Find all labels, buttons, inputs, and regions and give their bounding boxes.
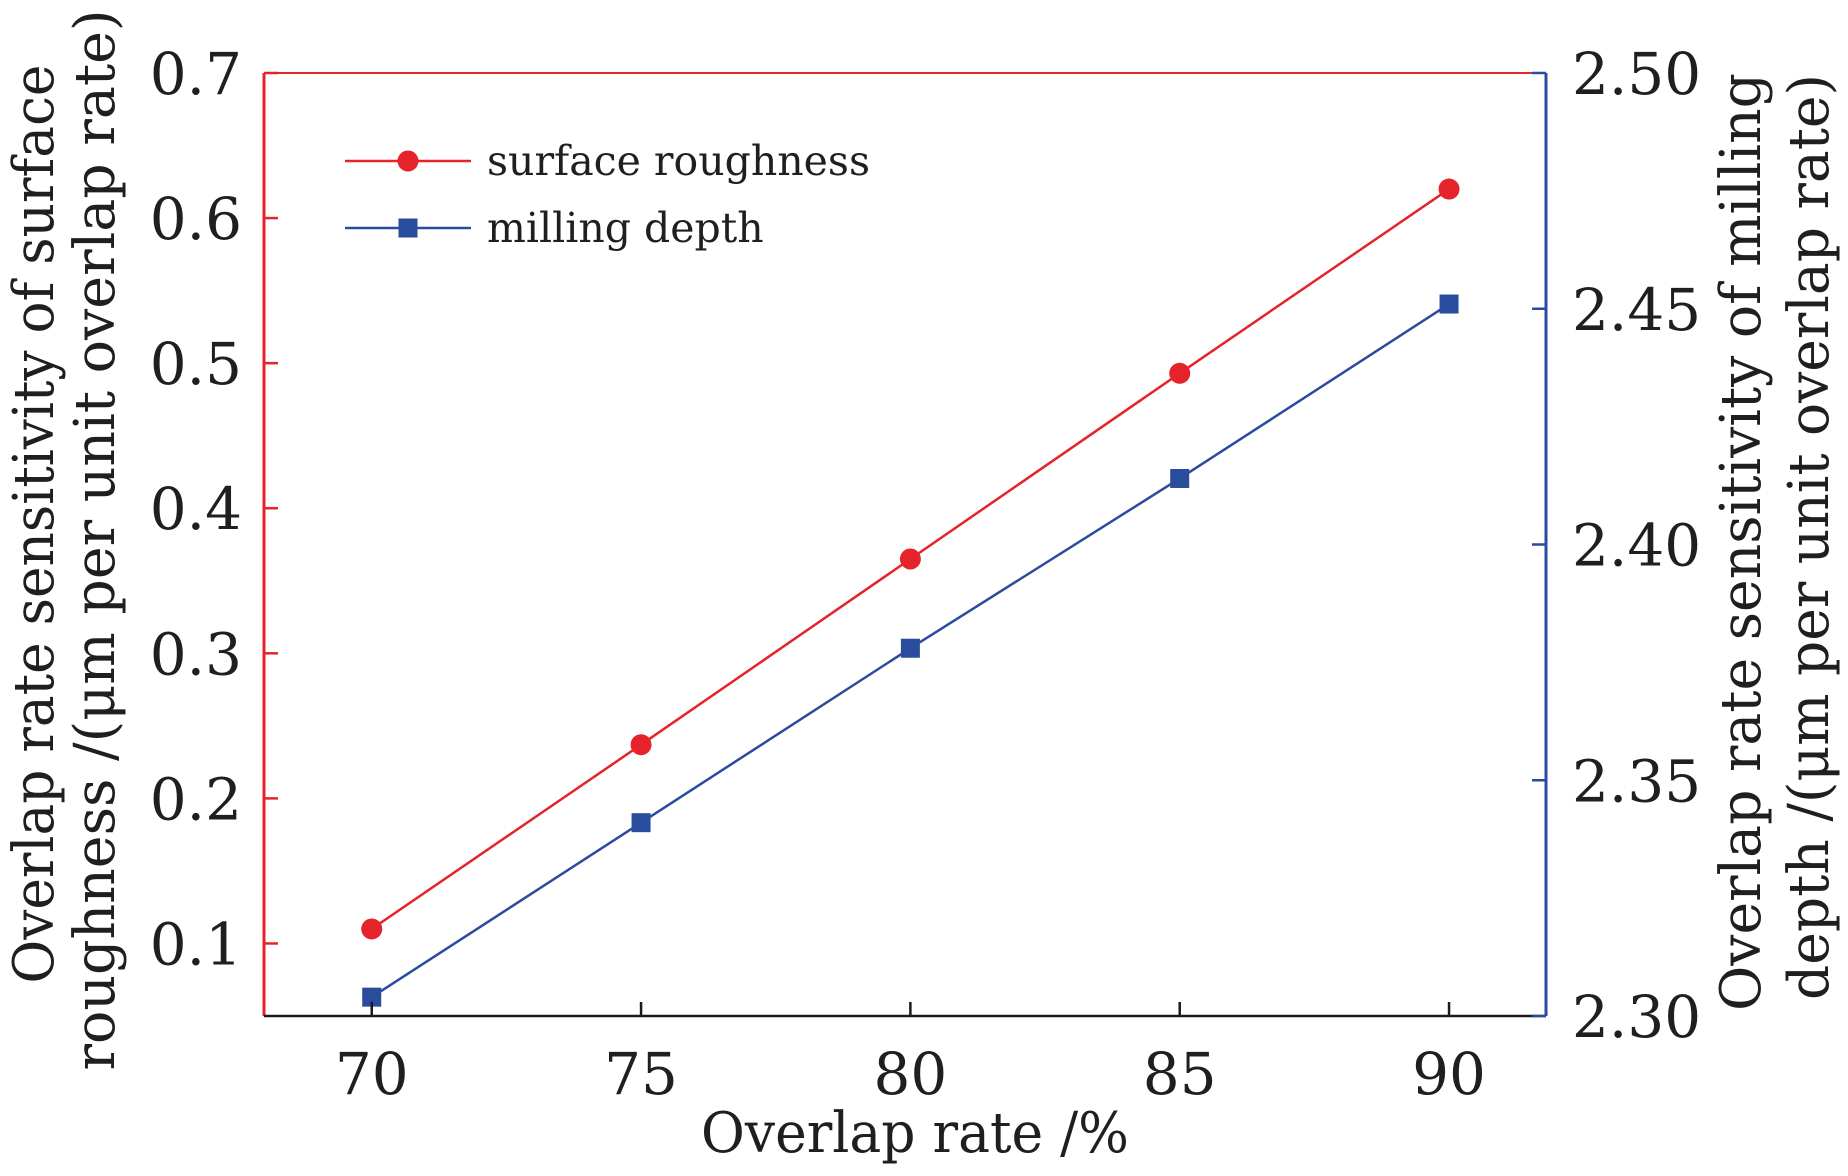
left-y-axis-title-line-2: roughness /(μm per unit overlap rate) xyxy=(63,10,128,1071)
surface-roughness-point xyxy=(1438,178,1460,200)
legend-label-surface-roughness: surface roughness xyxy=(487,137,870,185)
legend-square-marker xyxy=(398,218,418,238)
right-y-tick-label: 2.30 xyxy=(1572,983,1701,1051)
right-y-axis-title-line-1: Overlap rate sensitivity of milling xyxy=(1709,73,1774,1011)
legend: surface roughness milling depth xyxy=(345,137,870,252)
right-y-axis-ticks: 2.30 2.35 2.40 2.45 2.50 xyxy=(1532,40,1701,1051)
surface-roughness-point xyxy=(1169,362,1191,384)
x-tick-label: 80 xyxy=(873,1040,947,1108)
legend-circle-marker xyxy=(397,150,419,172)
x-tick-label: 85 xyxy=(1143,1040,1217,1108)
surface-roughness-point xyxy=(899,548,921,570)
left-y-tick-label: 0.2 xyxy=(150,765,242,833)
right-y-tick-label: 2.50 xyxy=(1572,40,1701,108)
left-y-tick-label: 0.5 xyxy=(150,330,242,398)
left-y-axis-title-line-1: Overlap rate sensitivity of surface xyxy=(2,65,67,984)
x-axis-ticks: 70 75 80 85 90 xyxy=(335,1002,1486,1108)
milling-depth-point xyxy=(900,638,920,658)
series-layer xyxy=(361,178,1460,1007)
x-tick-label: 75 xyxy=(604,1040,678,1108)
left-y-tick-label: 0.6 xyxy=(150,185,242,253)
milling-depth-point xyxy=(1439,294,1459,314)
milling-depth-point xyxy=(631,813,651,833)
legend-item-surface-roughness: surface roughness xyxy=(345,137,870,185)
left-y-tick-label: 0.4 xyxy=(150,475,242,543)
right-y-tick-label: 2.35 xyxy=(1572,747,1701,815)
left-y-tick-label: 0.3 xyxy=(150,620,242,688)
legend-item-milling-depth: milling depth xyxy=(345,204,764,252)
x-axis-title: Overlap rate /% xyxy=(701,1101,1129,1166)
right-y-axis-title-line-2: depth /(μm per unit overlap rate) xyxy=(1777,74,1842,1000)
milling-depth-point xyxy=(362,987,382,1007)
x-tick-label: 70 xyxy=(335,1040,409,1108)
surface-roughness-point xyxy=(630,734,652,756)
right-y-tick-label: 2.45 xyxy=(1572,276,1701,344)
right-y-tick-label: 2.40 xyxy=(1572,512,1701,580)
left-y-tick-label: 0.7 xyxy=(150,40,242,108)
legend-label-milling-depth: milling depth xyxy=(487,204,764,252)
surface-roughness-point xyxy=(361,918,383,940)
milling-depth-point xyxy=(1170,468,1190,488)
left-y-tick-label: 0.1 xyxy=(150,910,242,978)
x-tick-label: 90 xyxy=(1412,1040,1486,1108)
left-y-axis-ticks: 0.1 0.2 0.3 0.4 0.5 0.6 0.7 xyxy=(150,40,278,978)
